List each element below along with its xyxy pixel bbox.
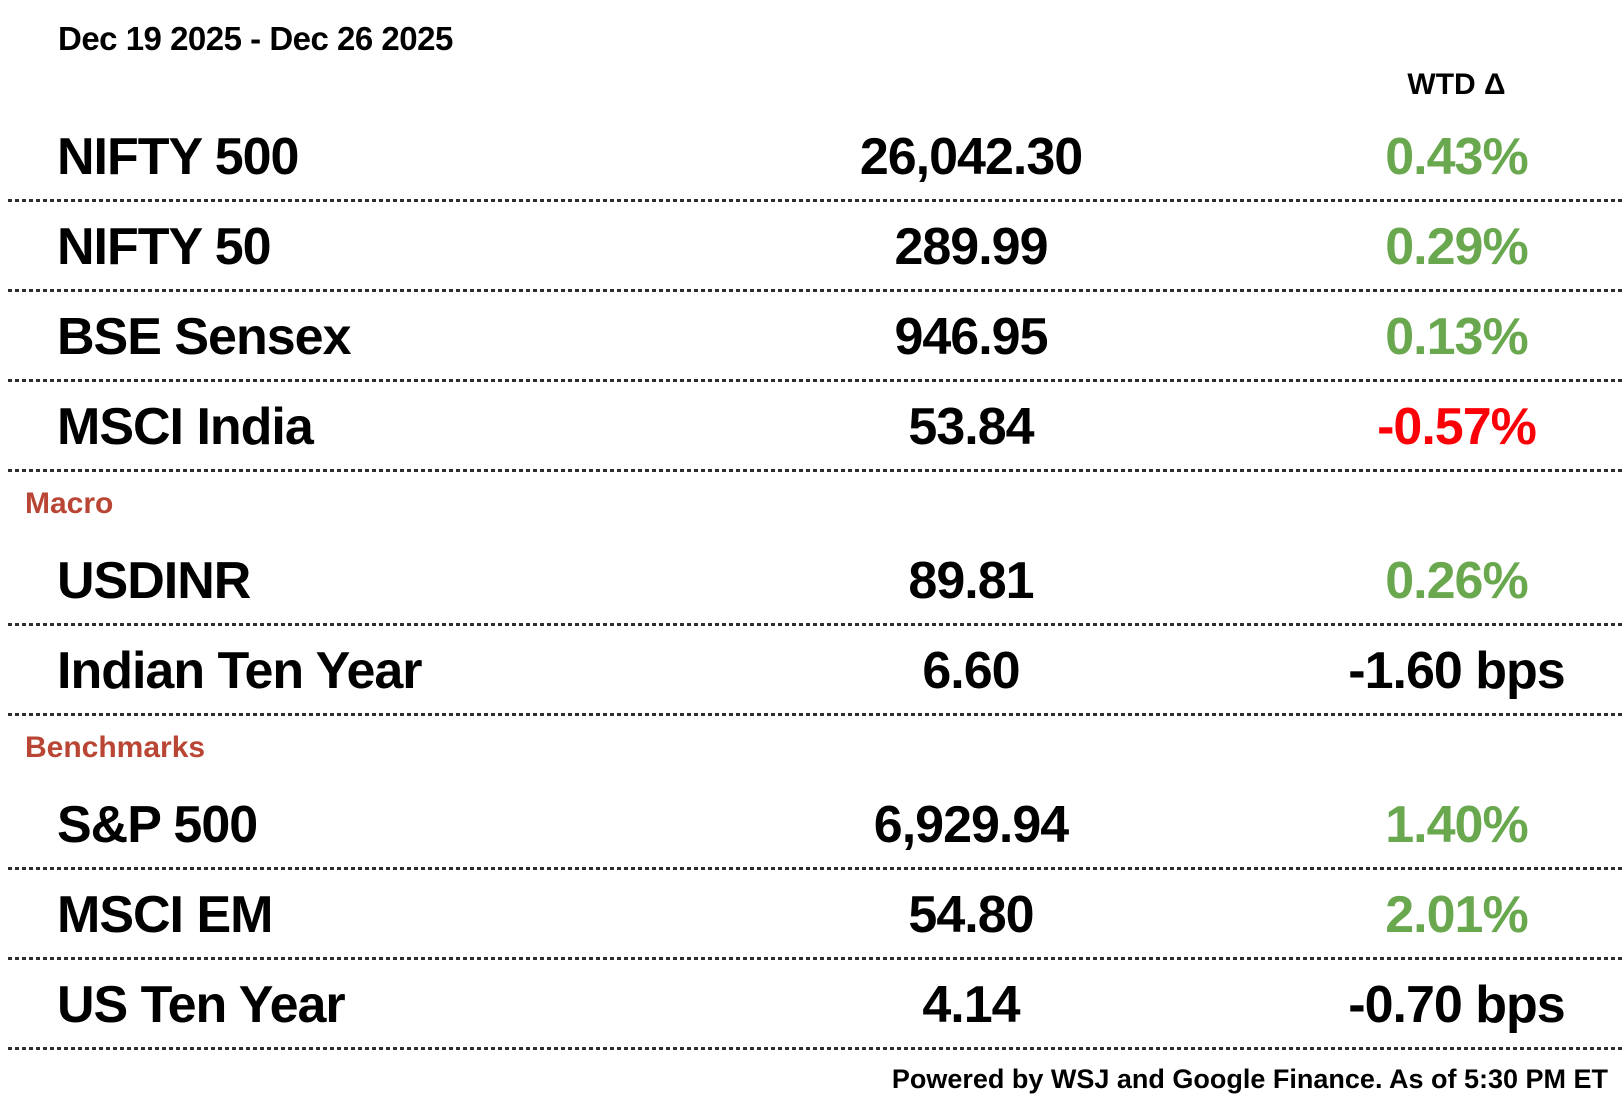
- instrument-value: 4.14: [922, 976, 1020, 1034]
- instrument-label: S&P 500: [57, 796, 258, 854]
- instrument-change: -1.60 bps: [1348, 642, 1565, 700]
- instrument-value: 54.80: [908, 886, 1034, 944]
- table-row: US Ten Year 4.14 -0.70 bps: [0, 960, 1622, 1050]
- instrument-change: 0.13%: [1385, 308, 1528, 366]
- table-header-row: WTD Δ: [0, 58, 1622, 112]
- instrument-value: 6.60: [922, 642, 1020, 700]
- wtd-delta-column-header: WTD Δ: [1407, 68, 1506, 101]
- instrument-change: -0.57%: [1377, 398, 1537, 456]
- section-title: Macro: [25, 487, 114, 520]
- table-row: MSCI India 53.84 -0.57%: [0, 382, 1622, 472]
- instrument-change: -0.70 bps: [1348, 976, 1565, 1034]
- table-row: S&P 500 6,929.94 1.40%: [0, 780, 1622, 870]
- instrument-label: USDINR: [57, 552, 251, 610]
- instrument-label: NIFTY 50: [57, 218, 272, 276]
- instrument-label: MSCI EM: [57, 886, 273, 944]
- instrument-value: 289.99: [894, 218, 1048, 276]
- instrument-value: 89.81: [908, 552, 1034, 610]
- table-row: NIFTY 500 26,042.30 0.43%: [0, 112, 1622, 202]
- instrument-value: 6,929.94: [873, 796, 1069, 854]
- table-row: MSCI EM 54.80 2.01%: [0, 870, 1622, 960]
- table-row: USDINR 89.81 0.26%: [0, 536, 1622, 626]
- instrument-value: 26,042.30: [859, 128, 1083, 186]
- instrument-change: 1.40%: [1385, 796, 1528, 854]
- table-row: Indian Ten Year 6.60 -1.60 bps: [0, 626, 1622, 716]
- instrument-change: 0.29%: [1385, 218, 1528, 276]
- section-header-macro: Macro: [0, 472, 1622, 536]
- instrument-label: Indian Ten Year: [57, 642, 423, 700]
- instrument-label: NIFTY 500: [57, 128, 299, 186]
- instrument-label: US Ten Year: [57, 976, 346, 1034]
- instrument-value: 53.84: [908, 398, 1034, 456]
- instrument-label: BSE Sensex: [57, 308, 352, 366]
- section-title: Benchmarks: [25, 731, 206, 764]
- section-header-benchmarks: Benchmarks: [0, 716, 1622, 780]
- instrument-change: 2.01%: [1385, 886, 1528, 944]
- date-range-header: Dec 19 2025 - Dec 26 2025: [58, 20, 453, 57]
- instrument-change: 0.43%: [1385, 128, 1528, 186]
- table-row: BSE Sensex 946.95 0.13%: [0, 292, 1622, 382]
- instrument-label: MSCI India: [57, 398, 314, 456]
- instrument-change: 0.26%: [1385, 552, 1528, 610]
- instrument-value: 946.95: [894, 308, 1048, 366]
- table-row: NIFTY 50 289.99 0.29%: [0, 202, 1622, 292]
- attribution-footer: Powered by WSJ and Google Finance. As of…: [891, 1063, 1608, 1094]
